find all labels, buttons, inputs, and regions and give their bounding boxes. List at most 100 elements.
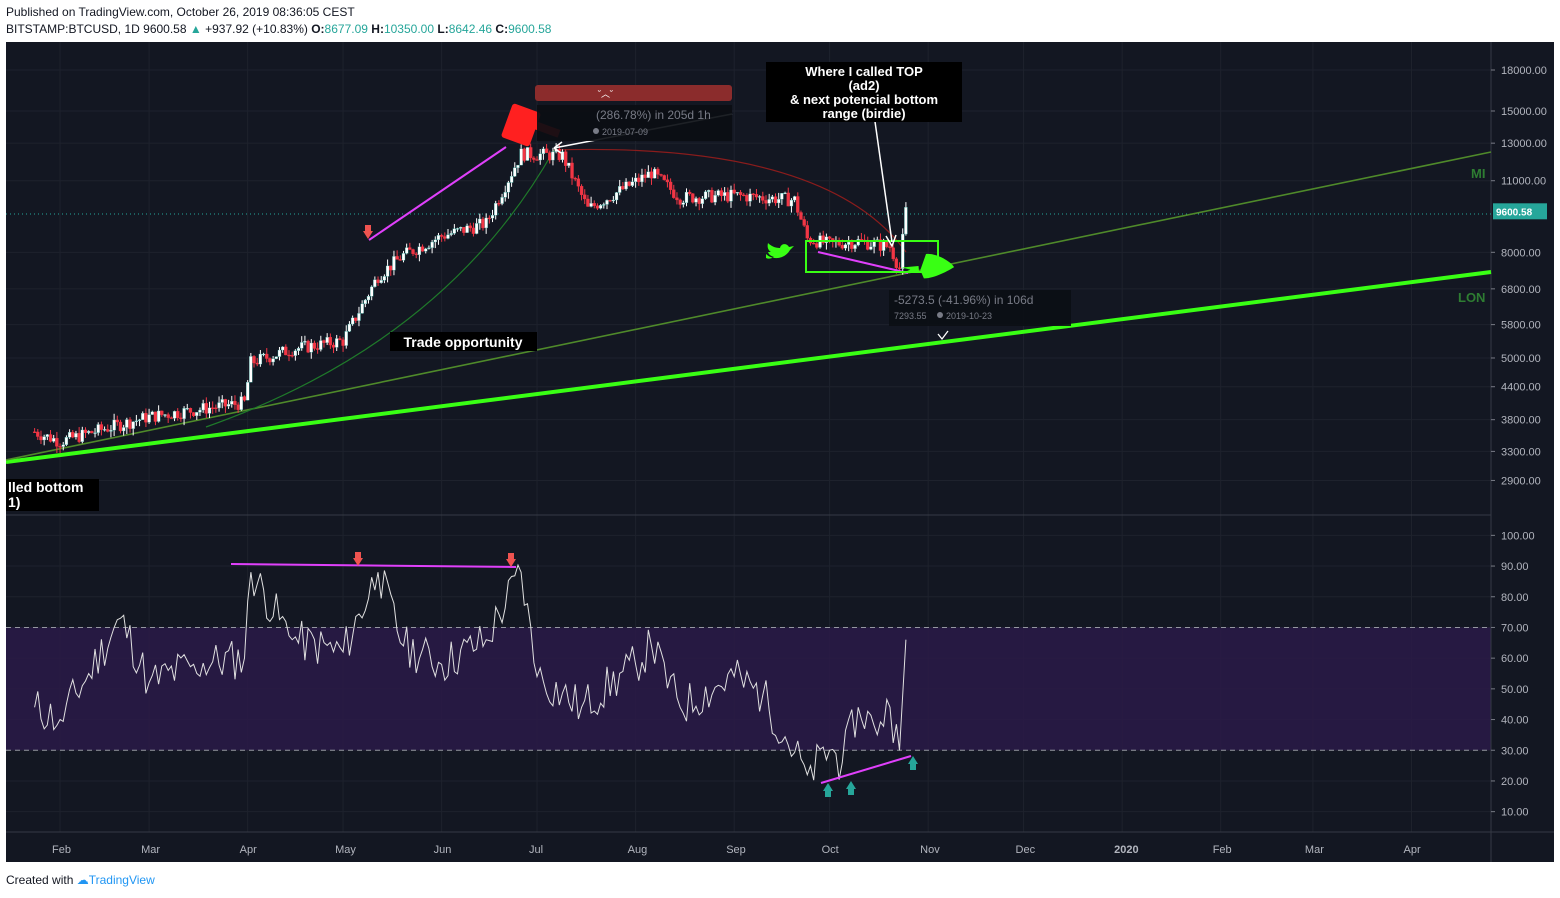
candle-body: [309, 342, 313, 353]
candle-body: [586, 198, 590, 207]
price-tick-label: 3800.00: [1501, 415, 1541, 427]
candle-body: [214, 407, 218, 410]
price-tick-label: 15000.00: [1501, 106, 1547, 118]
candle-body: [878, 239, 883, 251]
tradingview-link[interactable]: TradingView: [88, 873, 155, 887]
price-tick-label: 8000.00: [1501, 247, 1541, 259]
rsi-tick-label: 50.00: [1501, 684, 1529, 696]
candle-body: [99, 424, 104, 430]
candle-body: [751, 193, 755, 196]
candle-body: [735, 192, 740, 194]
close-label: C:: [495, 22, 509, 36]
candle-body: [366, 296, 371, 301]
candle-body: [618, 186, 622, 193]
rsi-tick-label: 70.00: [1501, 622, 1529, 634]
candle-body: [700, 198, 705, 204]
candle-body: [821, 235, 825, 243]
candle-body: [55, 438, 59, 447]
candle-body: [847, 241, 851, 245]
tradingview-logo-icon[interactable]: ☁: [76, 873, 89, 887]
candle-body: [392, 256, 396, 271]
candle-body: [446, 234, 450, 239]
rsi-axis[interactable]: 100.00 90.00 80.00 70.00 60.00 50.00 40.00 30.0…: [1491, 530, 1535, 819]
candle-body: [90, 431, 94, 434]
candle-body: [665, 179, 670, 183]
candle-body: [71, 432, 75, 438]
candle-body: [611, 199, 616, 202]
candle-body: [433, 239, 437, 243]
time-tick-label: Jun: [434, 844, 452, 856]
candle-body: [904, 207, 908, 235]
candle-body: [653, 168, 657, 179]
candle-body: [134, 420, 139, 422]
candle-body: [363, 299, 367, 305]
candle-body: [58, 446, 62, 448]
candle-body: [742, 194, 746, 197]
candle-body: [106, 429, 110, 432]
candle-body: [513, 167, 517, 177]
candle-body: [52, 438, 56, 442]
candle-body: [137, 419, 142, 421]
candle-body: [163, 414, 167, 416]
bottom-divergence-line: [817, 251, 909, 274]
candle-body: [198, 409, 202, 413]
time-axis[interactable]: Feb Mar Apr May Jun Jul Aug Sep Oct Nov Dec 2020 Feb…: [52, 844, 1421, 856]
candle-body: [246, 382, 250, 401]
candle-body: [850, 241, 854, 249]
rocket-icon: [901, 253, 955, 279]
candle-body: [627, 181, 631, 186]
candle-body: [115, 419, 119, 423]
candle-body: [888, 246, 892, 248]
candle-body: [335, 338, 339, 348]
candle-body: [745, 195, 749, 202]
candle-body: [579, 186, 584, 195]
time-tick-label: Nov: [920, 844, 940, 856]
candle-body: [891, 247, 895, 260]
candle-body: [147, 414, 151, 423]
price-tick-label: 5000.00: [1501, 353, 1541, 365]
candle-body: [723, 192, 727, 197]
candle-body: [614, 192, 619, 201]
top-call-line-2: (ad2): [848, 78, 879, 93]
time-tick-label: Mar: [1305, 844, 1324, 856]
candle-body: [280, 346, 285, 351]
candle-body: [583, 194, 587, 200]
candle-body: [93, 432, 97, 434]
candle-body: [684, 191, 689, 203]
twitter-bird-icon: [766, 243, 794, 259]
rsi-buy-arrow-stem-2: [848, 789, 854, 795]
candle-body: [109, 429, 113, 432]
bottom-measure-box: [889, 290, 1071, 326]
candle-body: [681, 202, 685, 205]
candle-body: [885, 241, 889, 247]
top-measure-date: 2019-07-09: [602, 127, 648, 137]
candle-body: [204, 403, 208, 414]
candle-body: [87, 431, 91, 433]
last-price-label: 9600.58: [1496, 207, 1533, 218]
footer-text: Created with: [6, 873, 74, 887]
candle-body: [322, 340, 326, 343]
candle-body: [360, 303, 364, 314]
candle-body: [643, 174, 647, 178]
candle-body: [509, 176, 514, 183]
candle-body: [506, 182, 511, 193]
open-label: O:: [311, 22, 325, 36]
close-value: 9600.58: [508, 22, 552, 36]
candle-body: [471, 227, 476, 234]
candle-body: [287, 354, 291, 357]
price-tick-label: 2900.00: [1501, 475, 1541, 487]
bottom-measure-price: 7293.55: [894, 311, 927, 321]
candle-body: [398, 259, 402, 261]
candle-body: [713, 195, 717, 203]
candles: [32, 143, 908, 454]
resistance-arc: [553, 148, 907, 253]
candle-body: [188, 408, 193, 413]
candle-body: [668, 181, 673, 190]
candle-body: [169, 417, 174, 419]
candle-body: [436, 235, 441, 240]
price-axis[interactable]: 18000.00 15000.00 13000.00 11000.00 9600.58 8…: [1491, 65, 1547, 487]
chart-canvas[interactable]: ˘︿˘ (286.78%) in 205d 1h 2019-07-09 Wher…: [6, 42, 1554, 862]
candle-body: [220, 399, 224, 403]
candle-body: [258, 353, 263, 365]
candle-body: [424, 248, 428, 252]
